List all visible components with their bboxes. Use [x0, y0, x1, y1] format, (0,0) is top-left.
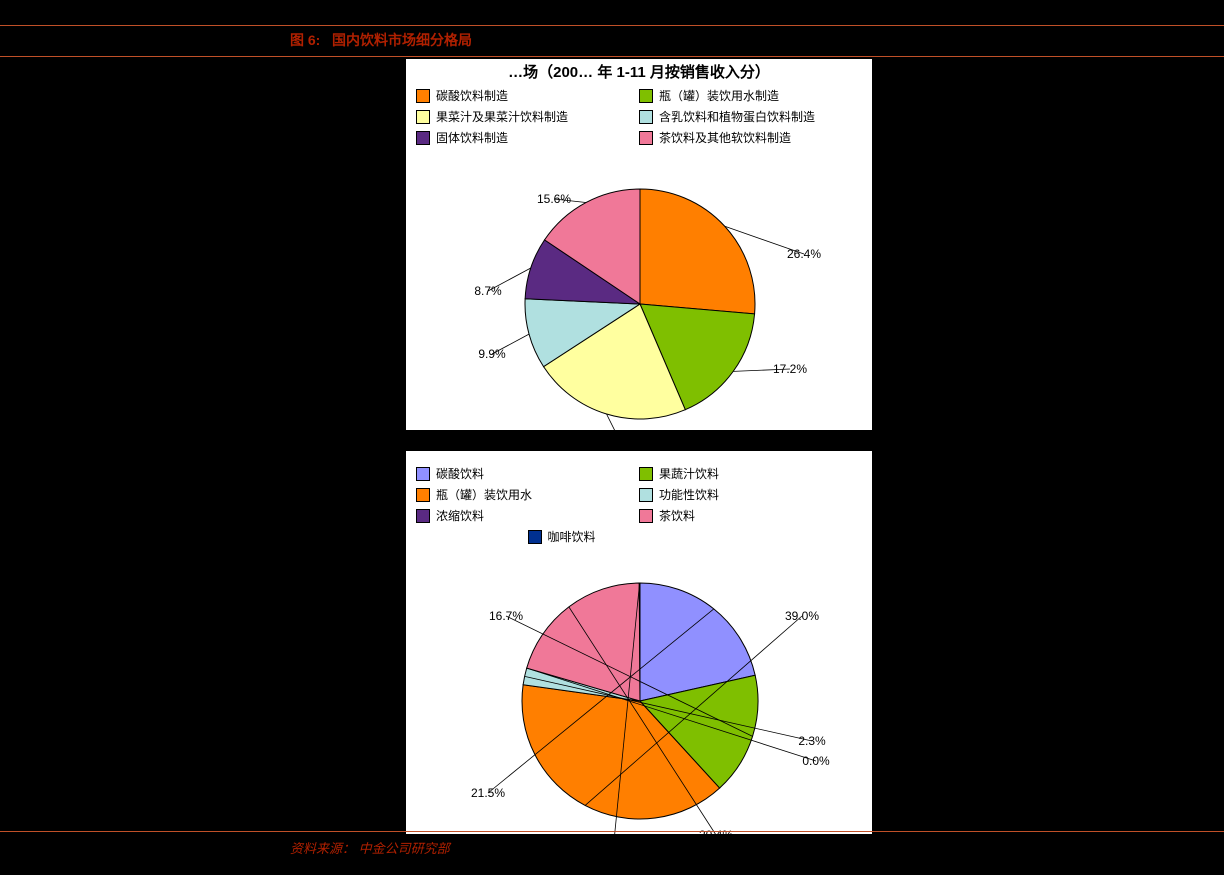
figure-header: 图 6: 国内饮料市场细分格局	[0, 25, 1224, 57]
slice-label: 26.4%	[787, 247, 821, 261]
chart2-pie-wrap: 21.5%16.7%39.0%2.3%0.0%20.4%0.1%	[406, 451, 874, 836]
chart2-pie	[406, 451, 874, 836]
figure-footer: 资料来源： 中金公司研究部	[0, 831, 1224, 857]
slice-label: 9.9%	[478, 347, 505, 361]
pie-chart-2-panel: 碳酸饮料果蔬汁饮料瓶（罐）装饮用水功能性饮料浓缩饮料茶饮料咖啡饮料 21.5%1…	[405, 450, 873, 835]
slice-label: 17.2%	[773, 362, 807, 376]
pie-slice	[640, 189, 755, 314]
chart1-pie	[406, 59, 874, 432]
slice-label: 2.3%	[798, 734, 825, 748]
slice-label: 8.7%	[474, 284, 501, 298]
slice-label: 15.6%	[537, 192, 571, 206]
figure-title: 国内饮料市场细分格局	[332, 32, 472, 48]
figure-number: 图 6:	[290, 32, 320, 48]
slice-label: 39.0%	[785, 609, 819, 623]
source-value: 中金公司研究部	[359, 841, 450, 856]
slice-label: 21.5%	[471, 786, 505, 800]
slice-label: 16.7%	[489, 609, 523, 623]
pie-chart-1-panel: …场（200… 年 1-11 月按销售收入分） 碳酸饮料制造瓶（罐）装饮用水制造…	[405, 58, 873, 431]
slice-label: 0.0%	[802, 754, 829, 768]
slice-label: 22.3%	[603, 434, 637, 448]
source-label: 资料来源：	[290, 841, 355, 856]
chart1-pie-wrap: 26.4%17.2%22.3%9.9%8.7%15.6%	[406, 59, 874, 432]
